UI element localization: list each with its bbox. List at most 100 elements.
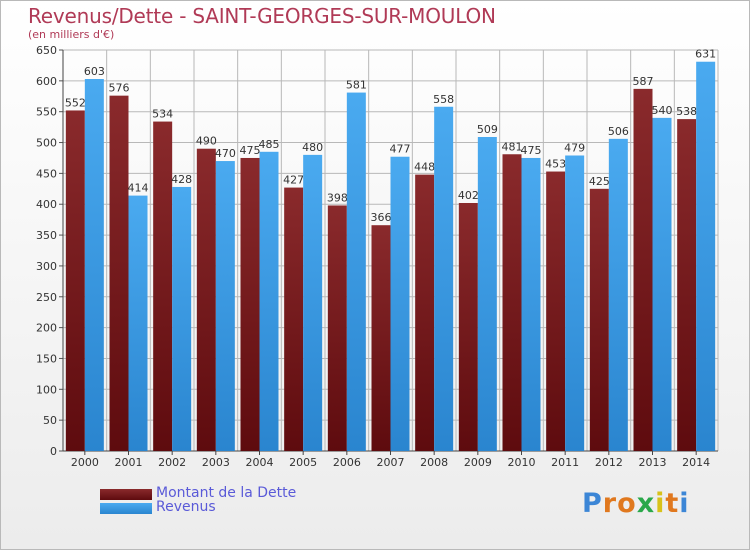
legend-label-dette: Montant de la Dette xyxy=(156,485,297,501)
bar-dette xyxy=(153,121,173,451)
data-label: 587 xyxy=(633,75,654,88)
bar-revenus xyxy=(565,155,585,452)
data-label: 481 xyxy=(502,140,523,153)
data-label: 366 xyxy=(371,211,392,224)
data-label: 428 xyxy=(171,173,192,186)
bar-revenus xyxy=(477,136,497,452)
legend-swatch-revenus xyxy=(100,503,152,514)
x-tick-label: 2010 xyxy=(508,456,536,469)
data-label: 490 xyxy=(196,135,217,148)
bar-dette xyxy=(633,88,653,452)
data-label: 427 xyxy=(283,174,304,187)
data-label: 480 xyxy=(302,141,323,154)
data-label: 479 xyxy=(564,141,585,154)
data-label: 453 xyxy=(545,158,566,171)
x-tick-label: 2001 xyxy=(115,456,143,469)
logo-letter: t xyxy=(665,488,680,519)
legend-swatch-dette xyxy=(100,489,152,500)
x-tick-label: 2012 xyxy=(595,456,623,469)
logo-letter: i xyxy=(679,488,690,519)
y-tick-label: 550 xyxy=(36,106,57,119)
bar-dette xyxy=(371,225,391,451)
data-label: 485 xyxy=(259,138,280,151)
y-tick-label: 150 xyxy=(36,352,57,365)
data-label: 631 xyxy=(695,48,716,61)
data-label: 398 xyxy=(327,191,348,204)
y-tick-label: 600 xyxy=(36,75,57,88)
bar-revenus xyxy=(215,161,235,452)
y-tick-label: 200 xyxy=(36,322,57,335)
x-tick-label: 2002 xyxy=(158,456,186,469)
data-label: 414 xyxy=(128,182,149,195)
y-tick-label: 50 xyxy=(43,414,57,427)
y-tick-label: 0 xyxy=(50,445,57,458)
data-label: 581 xyxy=(346,79,367,92)
bar-dette xyxy=(109,95,129,451)
data-label: 558 xyxy=(433,93,454,106)
bar-revenus xyxy=(172,186,192,452)
bar-dette xyxy=(589,188,609,452)
chart-subtitle: (en milliers d'€) xyxy=(28,28,115,41)
legend-label-revenus: Revenus xyxy=(156,499,216,515)
logo-letter: x xyxy=(636,488,656,519)
data-label: 576 xyxy=(109,82,130,95)
x-tick-label: 2006 xyxy=(333,456,361,469)
data-label: 402 xyxy=(458,189,479,202)
bar-dette xyxy=(240,157,260,451)
data-label: 477 xyxy=(390,143,411,156)
bar-revenus xyxy=(390,156,410,451)
bar-dette xyxy=(196,148,216,451)
bar-revenus xyxy=(434,106,454,451)
y-tick-label: 500 xyxy=(36,137,57,150)
bar-revenus xyxy=(346,92,366,452)
y-tick-label: 450 xyxy=(36,167,57,180)
data-label: 540 xyxy=(652,104,673,117)
bar-revenus xyxy=(696,61,716,452)
bar-dette xyxy=(327,205,347,451)
data-label: 448 xyxy=(414,161,435,174)
logo-letter: P xyxy=(582,488,603,519)
bar-dette xyxy=(415,174,435,451)
x-tick-label: 2011 xyxy=(551,456,579,469)
bar-revenus xyxy=(259,151,279,452)
proxiti-logo: Proxiti xyxy=(582,488,690,519)
y-tick-label: 250 xyxy=(36,291,57,304)
bar-revenus xyxy=(608,138,628,452)
bar-revenus xyxy=(652,117,672,451)
bar-dette xyxy=(284,187,304,451)
bar-revenus xyxy=(84,78,104,451)
data-label: 506 xyxy=(608,125,629,138)
data-label: 538 xyxy=(676,105,697,118)
bar-revenus xyxy=(521,157,541,451)
x-tick-label: 2014 xyxy=(682,456,710,469)
data-label: 603 xyxy=(84,65,105,78)
data-label: 470 xyxy=(215,147,236,160)
bar-dette xyxy=(546,171,566,451)
y-tick-label: 350 xyxy=(36,229,57,242)
chart-title: Revenus/Dette - SAINT-GEORGES-SUR-MOULON xyxy=(28,4,496,28)
bar-dette xyxy=(502,154,522,451)
y-tick-label: 100 xyxy=(36,383,57,396)
data-label: 534 xyxy=(152,108,173,121)
bar-dette xyxy=(458,202,478,451)
data-label: 425 xyxy=(589,175,610,188)
y-tick-label: 650 xyxy=(36,44,57,57)
logo-letter: i xyxy=(655,488,666,519)
x-tick-label: 2008 xyxy=(420,456,448,469)
bar-dette xyxy=(677,119,697,451)
bar-revenus xyxy=(303,154,323,451)
y-tick-label: 400 xyxy=(36,198,57,211)
x-tick-label: 2003 xyxy=(202,456,230,469)
data-label: 509 xyxy=(477,123,498,136)
x-tick-label: 2004 xyxy=(246,456,274,469)
bar-revenus xyxy=(128,195,148,451)
y-tick-label: 300 xyxy=(36,260,57,273)
x-tick-label: 2005 xyxy=(289,456,317,469)
x-tick-label: 2007 xyxy=(377,456,405,469)
x-tick-label: 2009 xyxy=(464,456,492,469)
x-tick-label: 2000 xyxy=(71,456,99,469)
logo-letter: r xyxy=(602,488,618,519)
bar-dette xyxy=(65,110,85,451)
data-label: 475 xyxy=(521,144,542,157)
